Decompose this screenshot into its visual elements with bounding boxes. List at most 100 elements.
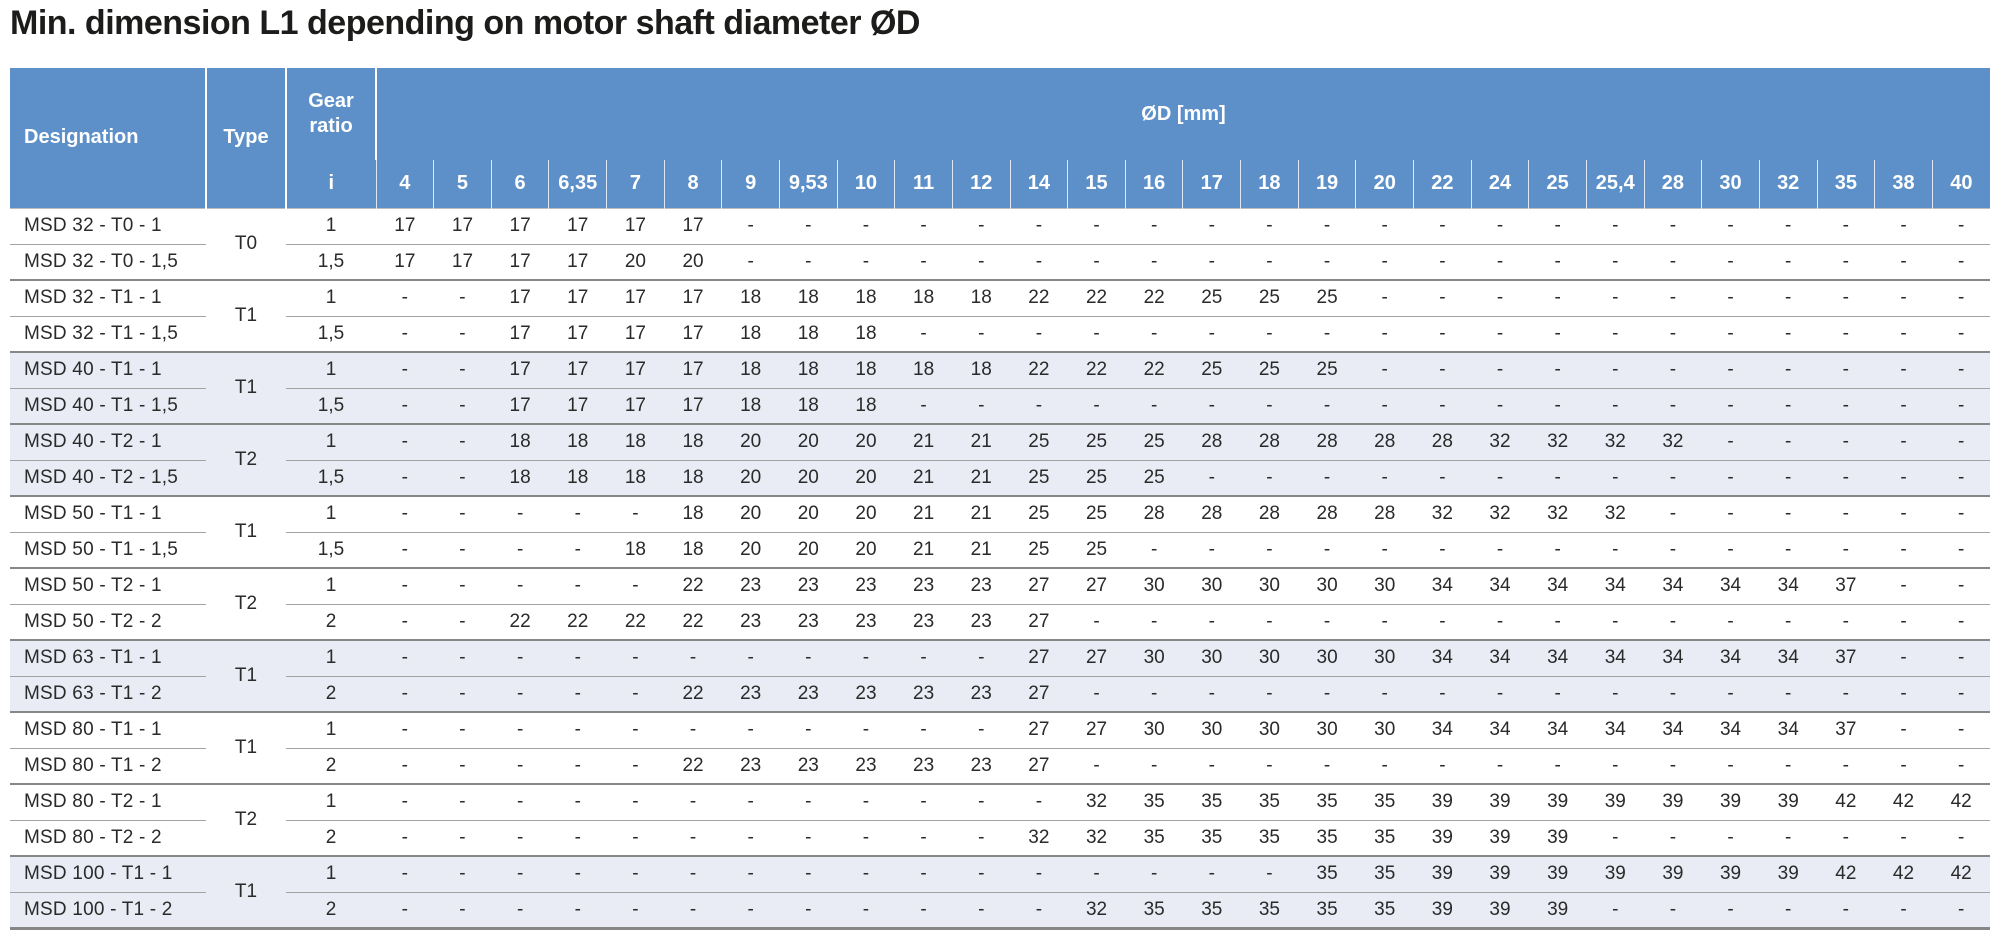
empty-value-cell: - [1471, 243, 1529, 280]
dimension-value-cell: 18 [548, 423, 607, 460]
empty-value-cell: - [1644, 819, 1702, 856]
dimension-value-cell: 27 [1010, 603, 1068, 640]
dimension-value-cell: 18 [779, 279, 838, 316]
diameter-column-header: 12 [951, 160, 1011, 208]
empty-value-cell: - [952, 639, 1011, 676]
empty-value-cell: - [779, 855, 838, 892]
empty-value-cell: - [1759, 387, 1818, 424]
empty-value-cell: - [606, 855, 665, 892]
gear-ratio-cell: 1,5 [286, 315, 376, 352]
dimension-value-cell: 17 [548, 387, 607, 424]
dimension-value-cell: 30 [1298, 711, 1356, 748]
dimension-value-cell: 39 [1644, 855, 1702, 892]
dimension-value-cell: 28 [1240, 423, 1299, 460]
empty-value-cell: - [433, 531, 492, 568]
empty-value-cell: - [1759, 243, 1818, 280]
empty-value-cell: - [1701, 279, 1760, 316]
dimension-value-cell: 23 [837, 747, 895, 784]
dimension-value-cell: 39 [1471, 891, 1529, 928]
diameter-column-header: 6 [490, 160, 549, 208]
dimension-value-cell: 30 [1240, 711, 1299, 748]
dimension-value-cell: 21 [952, 495, 1011, 532]
empty-value-cell: - [433, 279, 492, 316]
gear-ratio-cell: 1 [286, 423, 376, 460]
empty-value-cell: - [1759, 495, 1818, 532]
empty-value-cell: - [606, 495, 665, 532]
dimension-value-cell: 30 [1355, 711, 1414, 748]
dimension-value-cell: 39 [1701, 783, 1760, 820]
empty-value-cell: - [664, 639, 722, 676]
dimension-value-cell: 25 [1067, 423, 1126, 460]
empty-value-cell: - [1125, 747, 1183, 784]
empty-value-cell: - [1874, 315, 1933, 352]
empty-value-cell: - [1586, 315, 1645, 352]
dimension-value-cell: 34 [1586, 567, 1645, 604]
dimension-value-cell: 39 [1528, 783, 1587, 820]
dimension-value-cell: 22 [606, 603, 665, 640]
empty-value-cell: - [1932, 603, 1990, 640]
dimension-value-cell: 18 [606, 423, 665, 460]
empty-value-cell: - [1355, 675, 1414, 712]
empty-value-cell: - [1874, 603, 1933, 640]
dimension-value-cell: 18 [837, 351, 895, 388]
empty-value-cell: - [894, 207, 953, 244]
dimension-value-cell: 42 [1874, 783, 1933, 820]
empty-value-cell: - [491, 819, 549, 856]
gear-ratio-cell: 1 [286, 207, 376, 244]
designation-cell: MSD 50 - T1 - 1,5 [10, 531, 206, 568]
diameter-column-header: 7 [606, 160, 665, 208]
designation-cell: MSD 32 - T0 - 1,5 [10, 243, 206, 280]
dimension-value-cell: 22 [1067, 351, 1126, 388]
dimension-value-cell: 18 [491, 459, 549, 496]
dimension-value-cell: 35 [1182, 819, 1241, 856]
empty-value-cell: - [376, 495, 434, 532]
table-row: MSD 50 - T1 - 1,5 1,5- - - -18 18 20 20 20 21 21 25… [10, 531, 1990, 568]
diameter-column-header: 38 [1874, 160, 1933, 208]
empty-value-cell: - [952, 315, 1011, 352]
empty-value-cell: - [1355, 279, 1414, 316]
gear-ratio-cell: 1 [286, 711, 376, 748]
dimension-value-cell: 21 [894, 459, 953, 496]
empty-value-cell: - [491, 675, 549, 712]
diameter-column-header: 10 [836, 160, 895, 208]
empty-value-cell: - [952, 891, 1011, 928]
dimension-value-cell: 32 [1067, 891, 1126, 928]
type-cell: T1 [206, 495, 286, 568]
empty-value-cell: - [1586, 279, 1645, 316]
empty-value-cell: - [1413, 315, 1472, 352]
dimension-value-cell: 22 [664, 567, 722, 604]
header-row-sub: i 4 5 6 6,35 7 8 9 9,53 10 11 12 14 15 16 17 18 19 20 22 24… [10, 160, 1990, 208]
diameter-column-header: 19 [1297, 160, 1356, 208]
dimension-value-cell: 42 [1932, 783, 1990, 820]
dimension-value-cell: 34 [1586, 639, 1645, 676]
table-row: MSD 32 - T1 - 1 T1 1- -17 17 17 17 18 18 18 18 18 22… [10, 279, 1990, 352]
empty-value-cell: - [1413, 207, 1472, 244]
empty-value-cell: - [376, 711, 434, 748]
dimension-value-cell: 35 [1182, 891, 1241, 928]
empty-value-cell: - [433, 567, 492, 604]
dimension-value-cell: 34 [1644, 711, 1702, 748]
dimension-value-cell: 23 [721, 603, 780, 640]
dimension-value-cell: 25 [1067, 459, 1126, 496]
page-title: Min. dimension L1 depending on motor sha… [10, 4, 920, 42]
designation-cell: MSD 50 - T2 - 2 [10, 603, 206, 640]
dimension-value-cell: 27 [1067, 711, 1126, 748]
dimension-value-cell: 23 [894, 747, 953, 784]
empty-value-cell: - [1817, 279, 1875, 316]
empty-value-cell: - [1125, 603, 1183, 640]
empty-value-cell: - [1067, 243, 1126, 280]
table-row: MSD 40 - T2 - 1 T2 1- -18 18 18 18 20 20 20 21 21 25… [10, 423, 1990, 496]
dimension-value-cell: 17 [491, 351, 549, 388]
empty-value-cell: - [1586, 675, 1645, 712]
dimension-value-cell: 27 [1010, 711, 1068, 748]
empty-value-cell: - [1355, 315, 1414, 352]
empty-value-cell: - [1067, 387, 1126, 424]
empty-value-cell: - [1817, 351, 1875, 388]
dimension-value-cell: 20 [721, 459, 780, 496]
empty-value-cell: - [664, 783, 722, 820]
empty-value-cell: - [1298, 459, 1356, 496]
empty-value-cell: - [1932, 459, 1990, 496]
empty-value-cell: - [548, 567, 607, 604]
empty-value-cell: - [894, 639, 953, 676]
diameter-column-header: 18 [1240, 160, 1299, 208]
